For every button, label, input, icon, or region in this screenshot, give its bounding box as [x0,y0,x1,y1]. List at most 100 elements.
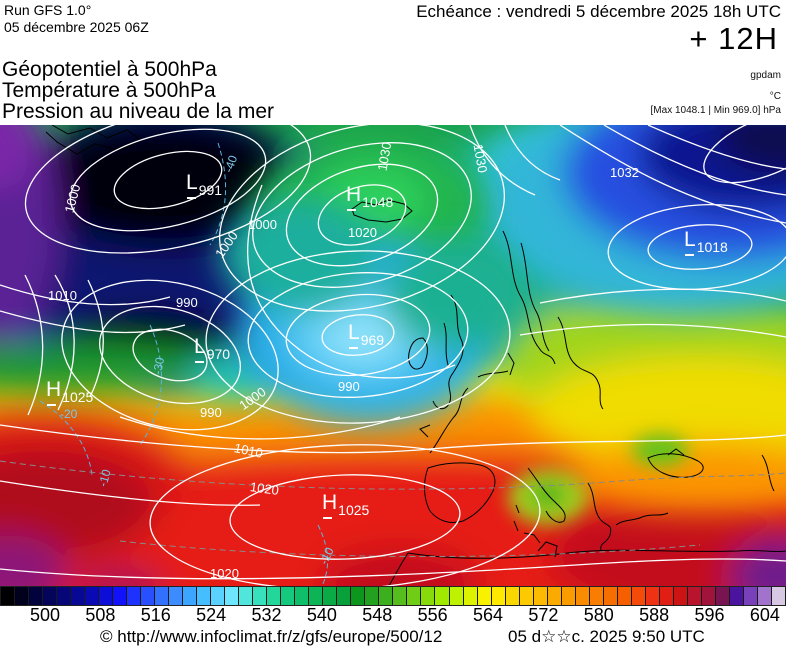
temp-contour-label: -20 [60,407,78,421]
isobars [0,125,786,586]
pressure-center-l-970: L970 [194,335,231,362]
run-model-label: Run GFS 1.0° [4,2,92,18]
isobar-label: 1032 [610,165,639,180]
colorbar-cell [112,587,127,605]
generation-datetime-label: 05 d☆☆c. 2025 9:50 UTC [508,627,705,646]
run-date-label: 05 décembre 2025 06Z [4,19,149,35]
isobar-label: 990 [176,295,198,310]
param-geopotential-label: Géopotentiel à 500hPa [2,58,217,81]
temp-contour-label: -30 [150,356,168,376]
colorbar-tick: 556 [417,605,448,625]
colorbar-cell [98,587,113,605]
colorbar-cell [168,587,183,605]
colorbar-tick-labels: 500 508 516 524 532 540 548 556 564 572 580 588 596 6… [0,605,786,627]
colorbar-cell [238,587,253,605]
colorbar-cell [714,587,729,605]
minmax-pressure-label: [Max 1048.1 | Min 969.0] hPa [650,105,781,116]
isobar-label: 1010 [48,288,77,303]
isobar-label: 1020 [348,225,377,240]
colorbar-cell [14,587,29,605]
isobar-label: 990 [200,405,222,420]
colorbar-cell [420,587,435,605]
colorbar-cell [434,587,449,605]
colorbar-cell [602,587,617,605]
colorbar-cell [378,587,393,605]
colorbar-cell [280,587,295,605]
colorbar-cell [42,587,57,605]
forecast-step-label: + 12H [689,21,778,56]
pressure-center-h-1048: H1048 [346,183,394,210]
colorbar-cell [266,587,281,605]
isobar-label: 1020 [210,566,239,581]
colorbar-cell [28,587,43,605]
colorbar-tick: 532 [251,605,282,625]
pressure-center-l-969: L969 [348,321,385,348]
colorbar-cell [490,587,505,605]
colorbar-cell [126,587,141,605]
colorbar-cell [56,587,71,605]
colorbar-cell [448,587,463,605]
map-graphic [0,125,786,586]
colorbar-cell [196,587,211,605]
colorbar-tick: 564 [473,605,504,625]
colorbar-cell [658,587,673,605]
colorbar-tick: 500 [29,605,61,625]
colorbar-tick: 516 [140,605,171,625]
pressure-center-h-1025: H1025 [322,491,370,518]
colorbar-tick: 588 [639,605,670,625]
colorbar-cell [532,587,547,605]
isobar-label: 990 [338,379,360,394]
colorbar-cell [84,587,99,605]
colorbar-tick: 604 [749,605,780,625]
colorbar-cell [588,587,603,605]
colorbar-tick: 524 [196,605,227,625]
intermediate-isobars [0,460,786,558]
colorbar-cell [140,587,155,605]
pressure-center-l-1018: L1018 [684,228,728,255]
colorbar-cell [392,587,407,605]
colorbar-cell [70,587,85,605]
valid-time-label: Echéance : vendredi 5 décembre 2025 18h … [416,2,781,21]
colorbar-cell [252,587,267,605]
colorbar-cell [462,587,477,605]
colorbar-cell [364,587,379,605]
weather-map: L991 H1048 L1018 L970 L969 H1025 H1025 1000 1030… [0,125,786,586]
colorbar-cell [0,587,15,605]
colorbar-cell [406,587,421,605]
colorbar-cell [616,587,631,605]
coastlines [45,125,786,586]
param-pressure-label: Pression au niveau de la mer [2,100,274,123]
colorbar-cell [770,587,786,605]
param-temperature-label: Température à 500hPa [2,79,216,102]
colorbar-cell [182,587,197,605]
colorbar-cell [756,587,771,605]
colorbar-tick: 508 [85,605,116,625]
colorbar-tick: 540 [306,605,337,625]
colorbar-cell [728,587,743,605]
colorbar-cell [630,587,645,605]
colorbar-cell [336,587,351,605]
colorbar-tick: 580 [583,605,614,625]
colorbar-cell [504,587,519,605]
colorbar-cell [322,587,337,605]
isobar-label: 1000 [248,217,277,232]
colorbar-cell [574,587,589,605]
colorbar-cell [476,587,491,605]
pressure-center-l-991: L991 [186,171,223,198]
colorbar-cell [308,587,323,605]
colorbar-cell [294,587,309,605]
colorbar-cell [350,587,365,605]
colorbar-cell [686,587,701,605]
colorbar-tick: 596 [694,605,725,625]
colorbar-cell [742,587,757,605]
temp-contours [39,142,329,586]
colorbar-cell [672,587,687,605]
colorbar-cell [546,587,561,605]
colorbar-tick: 572 [528,605,559,625]
colorbar-cell [518,587,533,605]
colorbar-cell [154,587,169,605]
copyright-url-label: © http://www.infoclimat.fr/z/gfs/europe/… [100,627,443,646]
colorbar-cell [560,587,575,605]
unit-temperature-label: °C [769,91,781,102]
